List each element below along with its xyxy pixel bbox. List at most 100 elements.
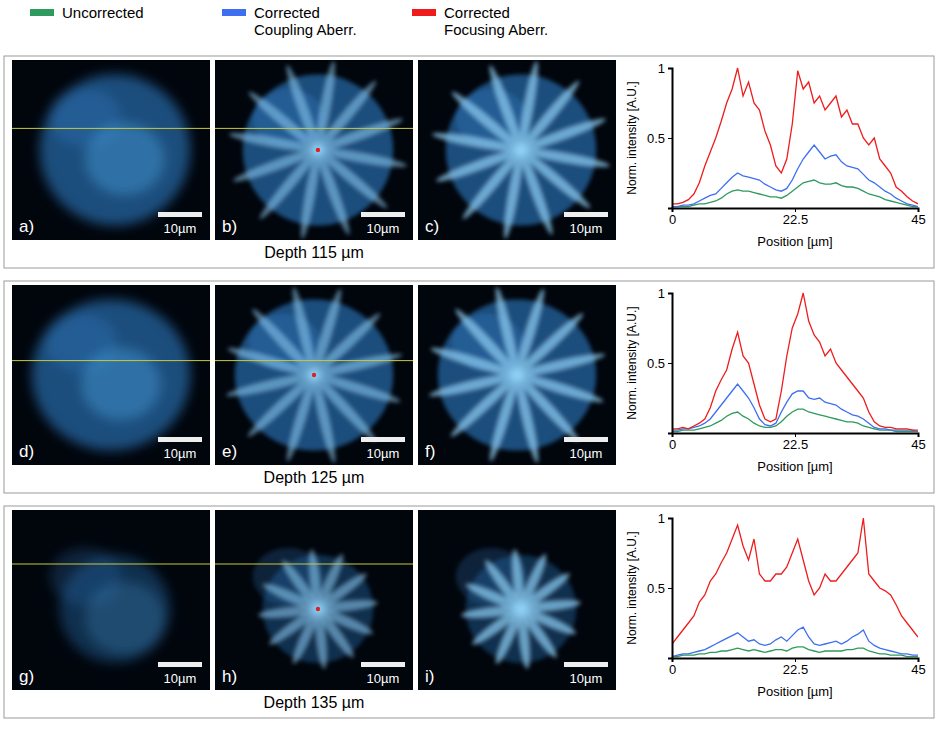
micrograph — [215, 285, 413, 465]
x-axis: 0 22.5 45 — [669, 433, 926, 452]
focus-point — [312, 373, 316, 377]
line-chart: 0 22.5 45 0.51 Position [µm] Norm. intensity … — [625, 511, 926, 699]
x-tick: 45 — [911, 658, 925, 677]
scale-bar-label: 10µm — [164, 446, 197, 461]
legend-swatch — [412, 9, 436, 16]
plot-marks — [672, 293, 918, 432]
scale-bar-label: 10µm — [570, 671, 603, 686]
profile-line — [215, 360, 413, 361]
x-tick-label: 22.5 — [783, 212, 808, 227]
y-axis: 0.51 — [647, 511, 673, 659]
scale-bar — [361, 437, 405, 442]
x-tick-label: 0 — [669, 662, 676, 677]
y-axis: 0.51 — [647, 286, 673, 434]
image-background — [12, 510, 210, 690]
panel-row: 10µma)10µmb)10µmc)Depth 115 µm — [4, 56, 934, 268]
micrograph — [418, 60, 616, 240]
y-tick-label: 0.5 — [647, 581, 665, 596]
y-tick-mark — [668, 363, 672, 364]
scale-bar — [564, 437, 608, 442]
x-tick-label: 45 — [911, 437, 925, 452]
y-tick: 0.5 — [647, 356, 672, 371]
legend-item: CorrectedFocusing Aberr. — [412, 4, 548, 38]
micrograph — [12, 285, 210, 465]
panel-letter: i) — [425, 667, 434, 686]
scale-bar-label: 10µm — [367, 446, 400, 461]
profile-line-series — [672, 68, 918, 204]
panel-frame — [4, 506, 934, 718]
panel-letter: b) — [222, 217, 237, 236]
x-tick-label: 45 — [911, 662, 925, 677]
figure: Uncorrected CorrectedCoupling Aberr. Corre… — [0, 0, 938, 735]
panel-frame — [4, 281, 934, 493]
y-tick-label: 1 — [658, 61, 665, 76]
panel-letter: c) — [425, 217, 439, 236]
scale-bar-label: 10µm — [367, 671, 400, 686]
y-tick: 0.5 — [647, 131, 672, 146]
depth-caption: Depth 125 µm — [264, 469, 365, 486]
legend-swatch — [30, 9, 54, 16]
x-tick: 45 — [911, 208, 925, 227]
panel-letter: h) — [222, 667, 237, 686]
plot-marks — [672, 518, 918, 657]
legend-label: Uncorrected — [62, 4, 144, 21]
scale-bar-label: 10µm — [164, 221, 197, 236]
profile-line — [215, 564, 413, 565]
profile-line — [12, 360, 210, 361]
focus-point — [316, 607, 320, 611]
cell-glow — [228, 60, 408, 240]
y-axis-title: Norm. intensity [A.U.] — [625, 531, 639, 644]
focus-point — [316, 148, 320, 152]
x-axis: 0 22.5 45 — [669, 658, 926, 677]
y-tick-mark — [668, 138, 672, 139]
image-background — [12, 60, 210, 240]
legend-label: CorrectedCoupling Aberr. — [254, 4, 357, 38]
micrograph — [215, 510, 413, 690]
scale-bar — [158, 212, 202, 217]
x-tick-label: 0 — [669, 212, 676, 227]
micrograph — [12, 510, 210, 690]
y-axis-line — [668, 294, 673, 434]
y-axis-line — [668, 69, 673, 209]
micrograph — [12, 60, 210, 240]
y-axis-title: Norm. intensity [A.U.] — [625, 81, 639, 194]
x-tick: 0 — [669, 208, 676, 227]
image-background — [215, 510, 413, 690]
cell-glow — [456, 548, 582, 670]
profile-line — [215, 128, 413, 129]
x-axis-title: Position [µm] — [757, 684, 832, 699]
y-tick-label: 0.5 — [647, 131, 665, 146]
y-tick: 0.5 — [647, 581, 672, 596]
line-chart: 022.5450.51Position [µm]Norm. intensity … — [625, 61, 926, 249]
profile-line-series — [672, 293, 918, 430]
x-tick-label: 22.5 — [783, 662, 808, 677]
depth-caption: Depth 115 µm — [264, 244, 364, 261]
panel-letter: a) — [19, 217, 34, 236]
x-axis-title: Position [µm] — [757, 459, 832, 474]
y-tick: 1 — [658, 61, 672, 76]
profile-line-series — [672, 180, 918, 207]
x-axis: 0 22.5 45 — [669, 208, 926, 227]
profile-line — [12, 564, 210, 565]
legend-item: Uncorrected — [30, 4, 144, 21]
image-background — [215, 60, 413, 240]
cell-glow — [32, 299, 190, 450]
cell-glow — [40, 74, 190, 225]
scale-bar — [361, 662, 405, 667]
cell-glow — [50, 548, 171, 663]
x-tick-label: 22.5 — [783, 437, 808, 452]
x-tick-label: 0 — [669, 437, 676, 452]
scale-bar-label: 10µm — [570, 446, 603, 461]
profile-line-series — [672, 627, 918, 656]
y-axis: 0.51 — [647, 61, 673, 209]
micrograph — [215, 60, 413, 240]
legend-item: CorrectedCoupling Aberr. — [222, 4, 357, 38]
depth-caption: Depth 135 µm — [264, 694, 365, 711]
x-tick: 22.5 — [783, 208, 808, 227]
x-tick: 0 — [669, 658, 676, 677]
image-background — [215, 285, 413, 465]
profile-line-series — [672, 384, 918, 432]
scale-bar-label: 10µm — [164, 671, 197, 686]
panel-row: 10µmd)10µme)10µmf)Depth 125 µm — [4, 281, 934, 493]
x-tick: 22.5 — [783, 433, 808, 452]
